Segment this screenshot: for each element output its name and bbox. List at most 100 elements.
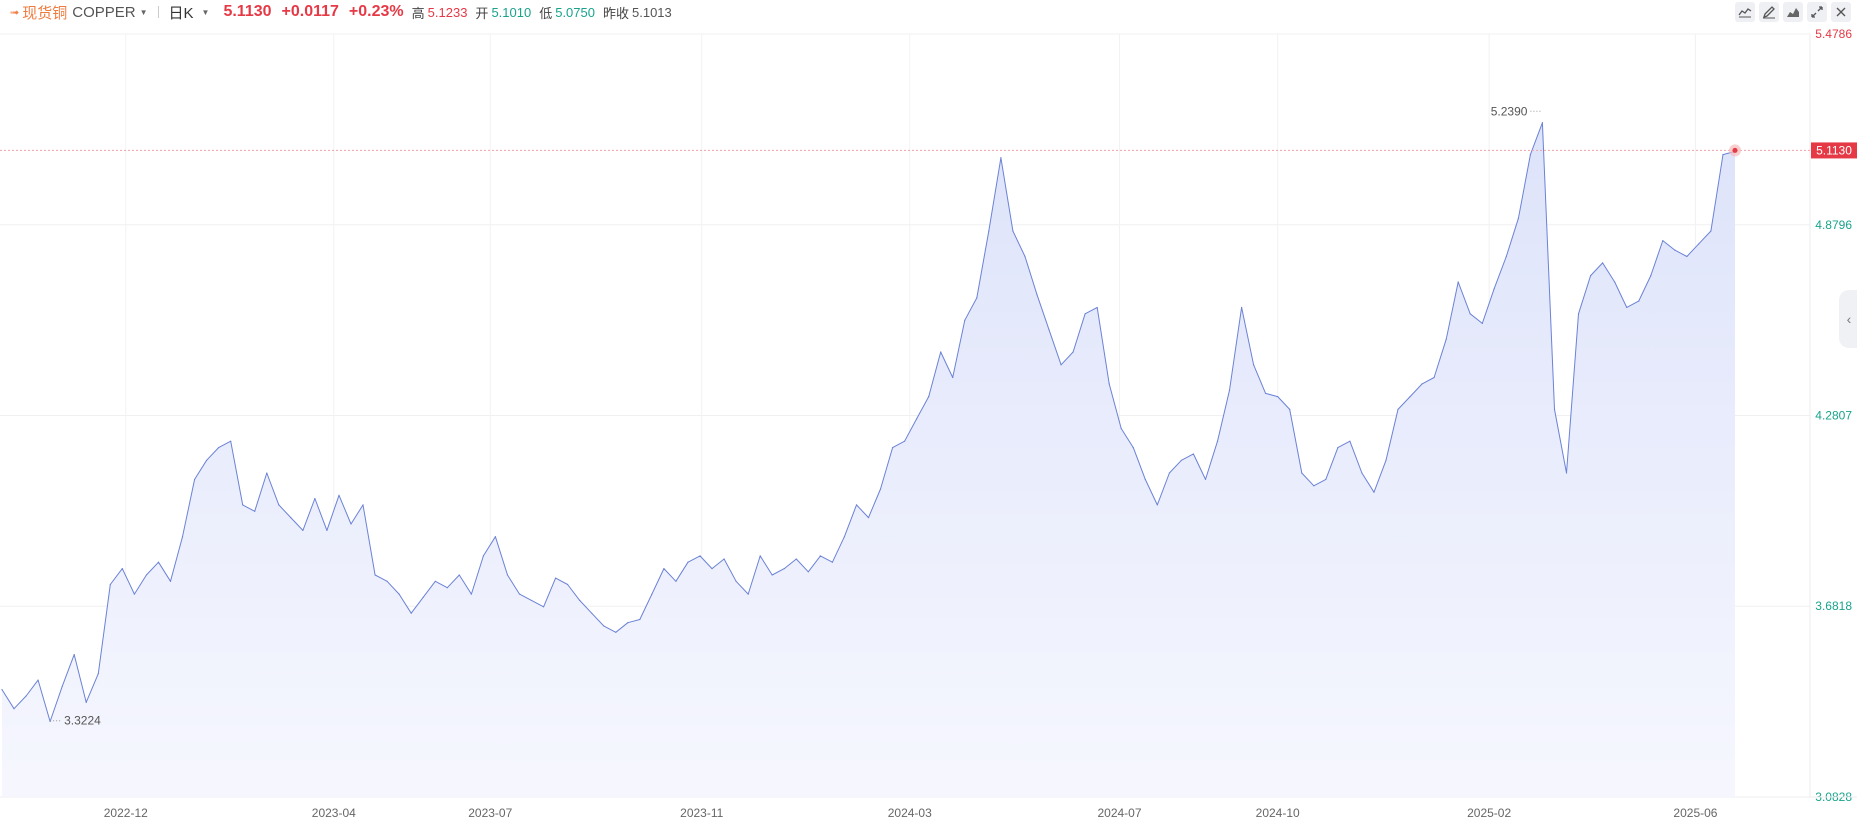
data-point xyxy=(783,567,785,570)
data-point xyxy=(205,459,208,461)
data-point xyxy=(1553,408,1556,410)
x-tick-label: 2024-03 xyxy=(888,806,932,820)
data-point xyxy=(603,625,605,627)
data-point xyxy=(1048,329,1050,331)
data-point xyxy=(73,653,75,656)
x-tick-label: 2025-02 xyxy=(1467,806,1511,820)
data-point xyxy=(1638,300,1640,302)
data-point xyxy=(1349,440,1351,442)
data-point xyxy=(181,536,184,538)
data-point xyxy=(675,580,677,582)
chart-toolbar xyxy=(1735,2,1851,22)
data-point xyxy=(1120,427,1122,430)
data-point xyxy=(976,297,978,299)
data-point xyxy=(615,631,617,633)
data-point xyxy=(735,580,737,582)
open-value: 5.1010 xyxy=(491,4,532,20)
high-label: 高 xyxy=(411,5,425,21)
x-tick-label: 2024-07 xyxy=(1097,806,1141,820)
price-area-fill xyxy=(2,122,1735,797)
data-point xyxy=(879,488,882,490)
data-point xyxy=(470,593,472,595)
data-point xyxy=(964,319,966,321)
data-point xyxy=(362,504,364,506)
data-point xyxy=(1084,313,1086,315)
data-point xyxy=(699,555,701,557)
data-point xyxy=(266,472,268,474)
last-price-label: 5.1130 xyxy=(1816,143,1852,157)
line-style-icon[interactable] xyxy=(1735,2,1755,22)
low-value: 5.0750 xyxy=(555,4,595,20)
chart-header: ➟ 现货铜 COPPER ▼ 日K ▼ 5.1130 +0.0117 +0.23… xyxy=(0,0,1857,24)
data-point xyxy=(1421,383,1423,385)
data-point xyxy=(1517,217,1519,219)
price-change: +0.0117 xyxy=(281,3,339,20)
chevron-left-icon: ‹ xyxy=(1846,311,1852,327)
data-point xyxy=(230,440,232,442)
data-point xyxy=(434,580,436,582)
data-point xyxy=(1156,504,1158,506)
data-point xyxy=(807,571,809,573)
data-point xyxy=(1132,446,1134,449)
data-point xyxy=(1072,351,1074,353)
data-point xyxy=(916,418,918,420)
data-point xyxy=(1325,478,1327,481)
data-point xyxy=(1505,255,1507,258)
low-label: 低 xyxy=(539,5,553,21)
data-point xyxy=(1168,472,1170,474)
last-price: 5.1130 xyxy=(223,3,272,20)
data-point xyxy=(1373,491,1375,493)
data-point xyxy=(218,446,220,449)
collapse-panel-button[interactable]: ‹ xyxy=(1839,290,1857,348)
data-point xyxy=(1493,287,1495,289)
data-point xyxy=(1662,239,1664,242)
data-point xyxy=(1650,274,1652,277)
data-point xyxy=(278,504,280,506)
x-tick-label: 2023-04 xyxy=(312,806,356,820)
data-point xyxy=(1674,249,1676,251)
data-point xyxy=(97,673,99,675)
period-label: 日K xyxy=(168,4,194,22)
data-point xyxy=(302,529,304,531)
data-point xyxy=(1529,153,1532,156)
data-point xyxy=(398,593,400,595)
data-point xyxy=(1108,383,1110,385)
data-point xyxy=(1301,472,1303,474)
data-point xyxy=(1614,281,1616,283)
data-point xyxy=(1265,392,1267,395)
data-point xyxy=(1541,122,1544,124)
fullscreen-icon[interactable] xyxy=(1807,2,1827,22)
period-selector[interactable]: 日K ▼ xyxy=(169,2,210,23)
data-point xyxy=(1397,408,1399,410)
data-point xyxy=(530,599,533,602)
data-point xyxy=(639,618,641,621)
data-point xyxy=(109,583,111,586)
draw-icon[interactable] xyxy=(1759,2,1779,22)
y-tick-label: 3.6818 xyxy=(1815,599,1852,613)
data-point xyxy=(855,504,858,506)
data-point xyxy=(1313,485,1315,487)
data-point xyxy=(579,599,581,602)
data-point xyxy=(1565,472,1568,474)
data-point xyxy=(1433,376,1435,379)
data-point xyxy=(1192,453,1195,455)
data-point xyxy=(482,555,484,557)
data-point xyxy=(591,612,593,614)
area-chart-icon[interactable] xyxy=(1783,2,1803,22)
prev-close-value: 5.1013 xyxy=(632,4,672,20)
symbol-en: COPPER xyxy=(72,3,136,21)
data-point xyxy=(85,701,87,703)
data-point xyxy=(290,517,292,519)
symbol-selector[interactable]: ➟ 现货铜 COPPER ▼ xyxy=(10,2,148,23)
close-icon[interactable] xyxy=(1831,2,1851,22)
data-point xyxy=(506,574,509,576)
y-tick-label: 4.2807 xyxy=(1815,409,1852,423)
data-point xyxy=(242,504,244,506)
data-point xyxy=(518,593,521,595)
data-point xyxy=(446,587,448,589)
data-point xyxy=(1445,338,1447,340)
data-point xyxy=(410,612,412,614)
data-point xyxy=(1228,389,1231,391)
data-point xyxy=(651,593,653,595)
